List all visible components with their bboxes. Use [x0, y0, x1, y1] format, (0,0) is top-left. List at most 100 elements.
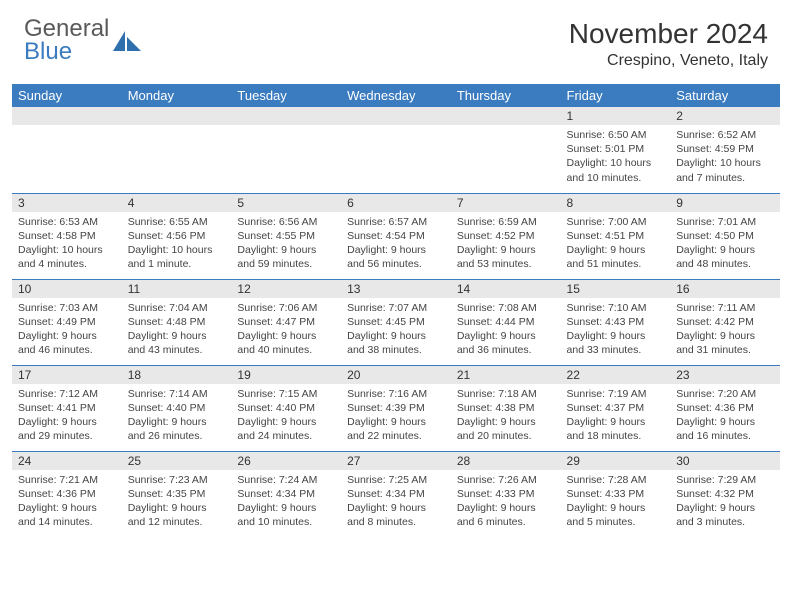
- weekday-header: Thursday: [451, 84, 561, 107]
- daylight-text: Daylight: 10 hours and 4 minutes.: [18, 243, 116, 271]
- daylight-text: Daylight: 9 hours and 46 minutes.: [18, 329, 116, 357]
- brand-logo: General Blue: [24, 18, 141, 64]
- day-number: 17: [12, 366, 122, 384]
- calendar-row: 3Sunrise: 6:53 AMSunset: 4:58 PMDaylight…: [12, 193, 780, 279]
- calendar-cell: 15Sunrise: 7:10 AMSunset: 4:43 PMDayligh…: [561, 279, 671, 365]
- sunset-text: Sunset: 4:59 PM: [676, 142, 774, 156]
- sunset-text: Sunset: 4:35 PM: [128, 487, 226, 501]
- day-number: 22: [561, 366, 671, 384]
- day-number: 21: [451, 366, 561, 384]
- daylight-text: Daylight: 9 hours and 5 minutes.: [567, 501, 665, 529]
- sunset-text: Sunset: 4:58 PM: [18, 229, 116, 243]
- day-number: 10: [12, 280, 122, 298]
- calendar-cell: [231, 107, 341, 193]
- day-number: 13: [341, 280, 451, 298]
- sunset-text: Sunset: 4:54 PM: [347, 229, 445, 243]
- calendar-cell: 7Sunrise: 6:59 AMSunset: 4:52 PMDaylight…: [451, 193, 561, 279]
- sunset-text: Sunset: 4:36 PM: [18, 487, 116, 501]
- calendar-cell: 19Sunrise: 7:15 AMSunset: 4:40 PMDayligh…: [231, 365, 341, 451]
- day-number: 30: [670, 452, 780, 470]
- sunrise-text: Sunrise: 7:29 AM: [676, 473, 774, 487]
- sunrise-text: Sunrise: 6:55 AM: [128, 215, 226, 229]
- day-body: Sunrise: 7:16 AMSunset: 4:39 PMDaylight:…: [341, 384, 451, 448]
- sunrise-text: Sunrise: 7:20 AM: [676, 387, 774, 401]
- day-number: 25: [122, 452, 232, 470]
- day-body: Sunrise: 7:25 AMSunset: 4:34 PMDaylight:…: [341, 470, 451, 534]
- day-number: 12: [231, 280, 341, 298]
- daylight-text: Daylight: 9 hours and 38 minutes.: [347, 329, 445, 357]
- day-body: Sunrise: 7:04 AMSunset: 4:48 PMDaylight:…: [122, 298, 232, 362]
- sunrise-text: Sunrise: 7:15 AM: [237, 387, 335, 401]
- day-body: Sunrise: 7:19 AMSunset: 4:37 PMDaylight:…: [561, 384, 671, 448]
- calendar-cell: 20Sunrise: 7:16 AMSunset: 4:39 PMDayligh…: [341, 365, 451, 451]
- day-body: Sunrise: 7:12 AMSunset: 4:41 PMDaylight:…: [12, 384, 122, 448]
- sunset-text: Sunset: 4:40 PM: [128, 401, 226, 415]
- sunrise-text: Sunrise: 7:14 AM: [128, 387, 226, 401]
- sunset-text: Sunset: 5:01 PM: [567, 142, 665, 156]
- sunset-text: Sunset: 4:49 PM: [18, 315, 116, 329]
- daylight-text: Daylight: 9 hours and 33 minutes.: [567, 329, 665, 357]
- sunrise-text: Sunrise: 6:57 AM: [347, 215, 445, 229]
- day-number: [231, 107, 341, 125]
- day-body: Sunrise: 6:50 AMSunset: 5:01 PMDaylight:…: [561, 125, 671, 189]
- sunrise-text: Sunrise: 7:03 AM: [18, 301, 116, 315]
- calendar-cell: 27Sunrise: 7:25 AMSunset: 4:34 PMDayligh…: [341, 451, 451, 537]
- day-number: 18: [122, 366, 232, 384]
- month-title: November 2024: [569, 18, 768, 50]
- day-number: 23: [670, 366, 780, 384]
- day-body: Sunrise: 7:07 AMSunset: 4:45 PMDaylight:…: [341, 298, 451, 362]
- sunrise-text: Sunrise: 7:07 AM: [347, 301, 445, 315]
- daylight-text: Daylight: 9 hours and 20 minutes.: [457, 415, 555, 443]
- day-number: 19: [231, 366, 341, 384]
- day-body: Sunrise: 7:29 AMSunset: 4:32 PMDaylight:…: [670, 470, 780, 534]
- calendar-cell: 18Sunrise: 7:14 AMSunset: 4:40 PMDayligh…: [122, 365, 232, 451]
- day-body: Sunrise: 7:10 AMSunset: 4:43 PMDaylight:…: [561, 298, 671, 362]
- sunset-text: Sunset: 4:40 PM: [237, 401, 335, 415]
- weekday-header: Sunday: [12, 84, 122, 107]
- day-body: Sunrise: 7:26 AMSunset: 4:33 PMDaylight:…: [451, 470, 561, 534]
- calendar-cell: 2Sunrise: 6:52 AMSunset: 4:59 PMDaylight…: [670, 107, 780, 193]
- day-number: 7: [451, 194, 561, 212]
- daylight-text: Daylight: 9 hours and 22 minutes.: [347, 415, 445, 443]
- day-number: 24: [12, 452, 122, 470]
- day-body: Sunrise: 7:08 AMSunset: 4:44 PMDaylight:…: [451, 298, 561, 362]
- calendar-cell: 25Sunrise: 7:23 AMSunset: 4:35 PMDayligh…: [122, 451, 232, 537]
- day-number: 11: [122, 280, 232, 298]
- day-number: 29: [561, 452, 671, 470]
- day-number: 4: [122, 194, 232, 212]
- sunrise-text: Sunrise: 7:08 AM: [457, 301, 555, 315]
- day-body: Sunrise: 6:57 AMSunset: 4:54 PMDaylight:…: [341, 212, 451, 276]
- sunset-text: Sunset: 4:34 PM: [237, 487, 335, 501]
- calendar-cell: 4Sunrise: 6:55 AMSunset: 4:56 PMDaylight…: [122, 193, 232, 279]
- sunrise-text: Sunrise: 6:52 AM: [676, 128, 774, 142]
- day-body: Sunrise: 6:59 AMSunset: 4:52 PMDaylight:…: [451, 212, 561, 276]
- day-body: Sunrise: 7:06 AMSunset: 4:47 PMDaylight:…: [231, 298, 341, 362]
- daylight-text: Daylight: 9 hours and 16 minutes.: [676, 415, 774, 443]
- day-body: Sunrise: 7:21 AMSunset: 4:36 PMDaylight:…: [12, 470, 122, 534]
- sunset-text: Sunset: 4:52 PM: [457, 229, 555, 243]
- sunrise-text: Sunrise: 7:06 AM: [237, 301, 335, 315]
- sunset-text: Sunset: 4:47 PM: [237, 315, 335, 329]
- day-body: Sunrise: 6:53 AMSunset: 4:58 PMDaylight:…: [12, 212, 122, 276]
- daylight-text: Daylight: 9 hours and 51 minutes.: [567, 243, 665, 271]
- weekday-header: Monday: [122, 84, 232, 107]
- day-body: Sunrise: 7:15 AMSunset: 4:40 PMDaylight:…: [231, 384, 341, 448]
- calendar-cell: [12, 107, 122, 193]
- daylight-text: Daylight: 9 hours and 8 minutes.: [347, 501, 445, 529]
- calendar-cell: 21Sunrise: 7:18 AMSunset: 4:38 PMDayligh…: [451, 365, 561, 451]
- sunrise-text: Sunrise: 7:23 AM: [128, 473, 226, 487]
- day-body: Sunrise: 7:28 AMSunset: 4:33 PMDaylight:…: [561, 470, 671, 534]
- daylight-text: Daylight: 9 hours and 56 minutes.: [347, 243, 445, 271]
- weekday-row: Sunday Monday Tuesday Wednesday Thursday…: [12, 84, 780, 107]
- day-number: [122, 107, 232, 125]
- weekday-header: Saturday: [670, 84, 780, 107]
- title-block: November 2024 Crespino, Veneto, Italy: [569, 18, 768, 70]
- day-number: 14: [451, 280, 561, 298]
- daylight-text: Daylight: 9 hours and 48 minutes.: [676, 243, 774, 271]
- calendar-cell: 16Sunrise: 7:11 AMSunset: 4:42 PMDayligh…: [670, 279, 780, 365]
- daylight-text: Daylight: 9 hours and 43 minutes.: [128, 329, 226, 357]
- sunrise-text: Sunrise: 7:21 AM: [18, 473, 116, 487]
- location-label: Crespino, Veneto, Italy: [569, 52, 768, 70]
- calendar-cell: [341, 107, 451, 193]
- day-body: Sunrise: 7:24 AMSunset: 4:34 PMDaylight:…: [231, 470, 341, 534]
